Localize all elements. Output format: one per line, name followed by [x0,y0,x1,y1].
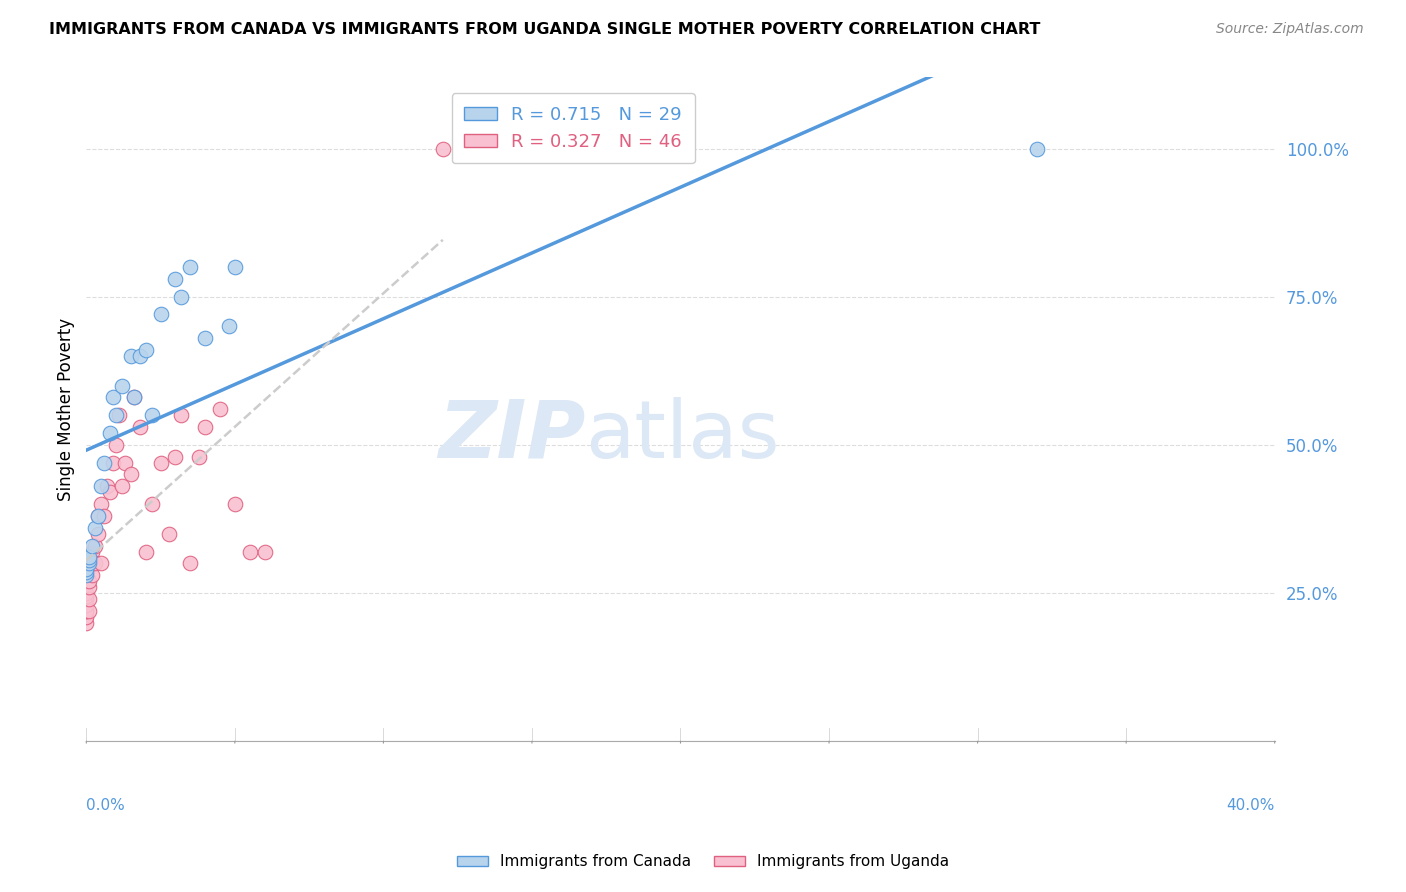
Point [75,615,97,630]
Text: ZIP: ZIP [439,397,585,475]
Point [179,557,201,571]
Point [101,391,124,405]
Point [96,479,118,493]
Text: 0.0%: 0.0% [86,797,125,813]
Point [77,580,100,594]
Text: 40.0%: 40.0% [1226,797,1275,813]
Point [82,539,104,553]
Point [165,450,187,464]
Point [77,574,100,589]
Point [75,604,97,618]
Point [120,467,142,482]
Point [170,409,193,423]
Point [149,308,172,322]
Point [75,562,97,576]
Point [93,456,115,470]
Point [77,553,100,567]
Point [149,456,172,470]
Point [122,391,145,405]
Point [75,591,97,606]
Point [165,272,187,286]
Point [188,450,211,464]
Point [90,557,112,571]
Point [90,497,112,511]
Point [84,557,107,571]
Point [170,290,193,304]
Point [114,456,136,470]
Point [159,526,181,541]
Point [208,402,231,417]
Point [194,420,217,434]
Point [87,508,110,523]
Point [87,526,110,541]
Point [77,550,100,565]
Point [253,544,276,558]
Point [75,598,97,612]
Y-axis label: Single Mother Poverty: Single Mother Poverty [58,318,75,501]
Point [1026,142,1049,156]
Point [75,568,97,582]
Text: Source: ZipAtlas.com: Source: ZipAtlas.com [1216,22,1364,37]
Point [141,497,163,511]
Point [77,604,100,618]
Point [128,420,150,434]
Point [111,378,134,392]
Point [82,568,104,582]
Point [128,349,150,363]
Point [224,260,246,274]
Text: atlas: atlas [585,397,780,475]
Point [93,508,115,523]
Point [669,142,692,156]
Point [108,409,131,423]
Point [98,485,121,500]
Point [194,331,217,345]
Text: IMMIGRANTS FROM CANADA VS IMMIGRANTS FROM UGANDA SINGLE MOTHER POVERTY CORRELATI: IMMIGRANTS FROM CANADA VS IMMIGRANTS FRO… [49,22,1040,37]
Point [75,566,97,580]
Point [135,544,157,558]
Point [141,409,163,423]
Point [82,557,104,571]
Point [224,497,246,511]
Point [98,425,121,440]
Point [105,438,128,452]
Point [179,260,201,274]
Legend: Immigrants from Canada, Immigrants from Uganda: Immigrants from Canada, Immigrants from … [451,848,955,875]
Point [111,479,134,493]
Point [120,349,142,363]
Point [84,539,107,553]
Point [218,319,240,334]
Point [122,391,145,405]
Point [135,343,157,357]
Point [432,142,454,156]
Point [105,409,128,423]
Point [75,589,97,603]
Point [82,544,104,558]
Point [75,609,97,624]
Point [75,586,97,600]
Point [87,508,110,523]
Point [90,479,112,493]
Legend: R = 0.715   N = 29, R = 0.327   N = 46: R = 0.715 N = 29, R = 0.327 N = 46 [451,93,695,163]
Point [84,521,107,535]
Point [77,557,100,571]
Point [77,591,100,606]
Point [75,604,97,618]
Point [101,456,124,470]
Point [239,544,262,558]
